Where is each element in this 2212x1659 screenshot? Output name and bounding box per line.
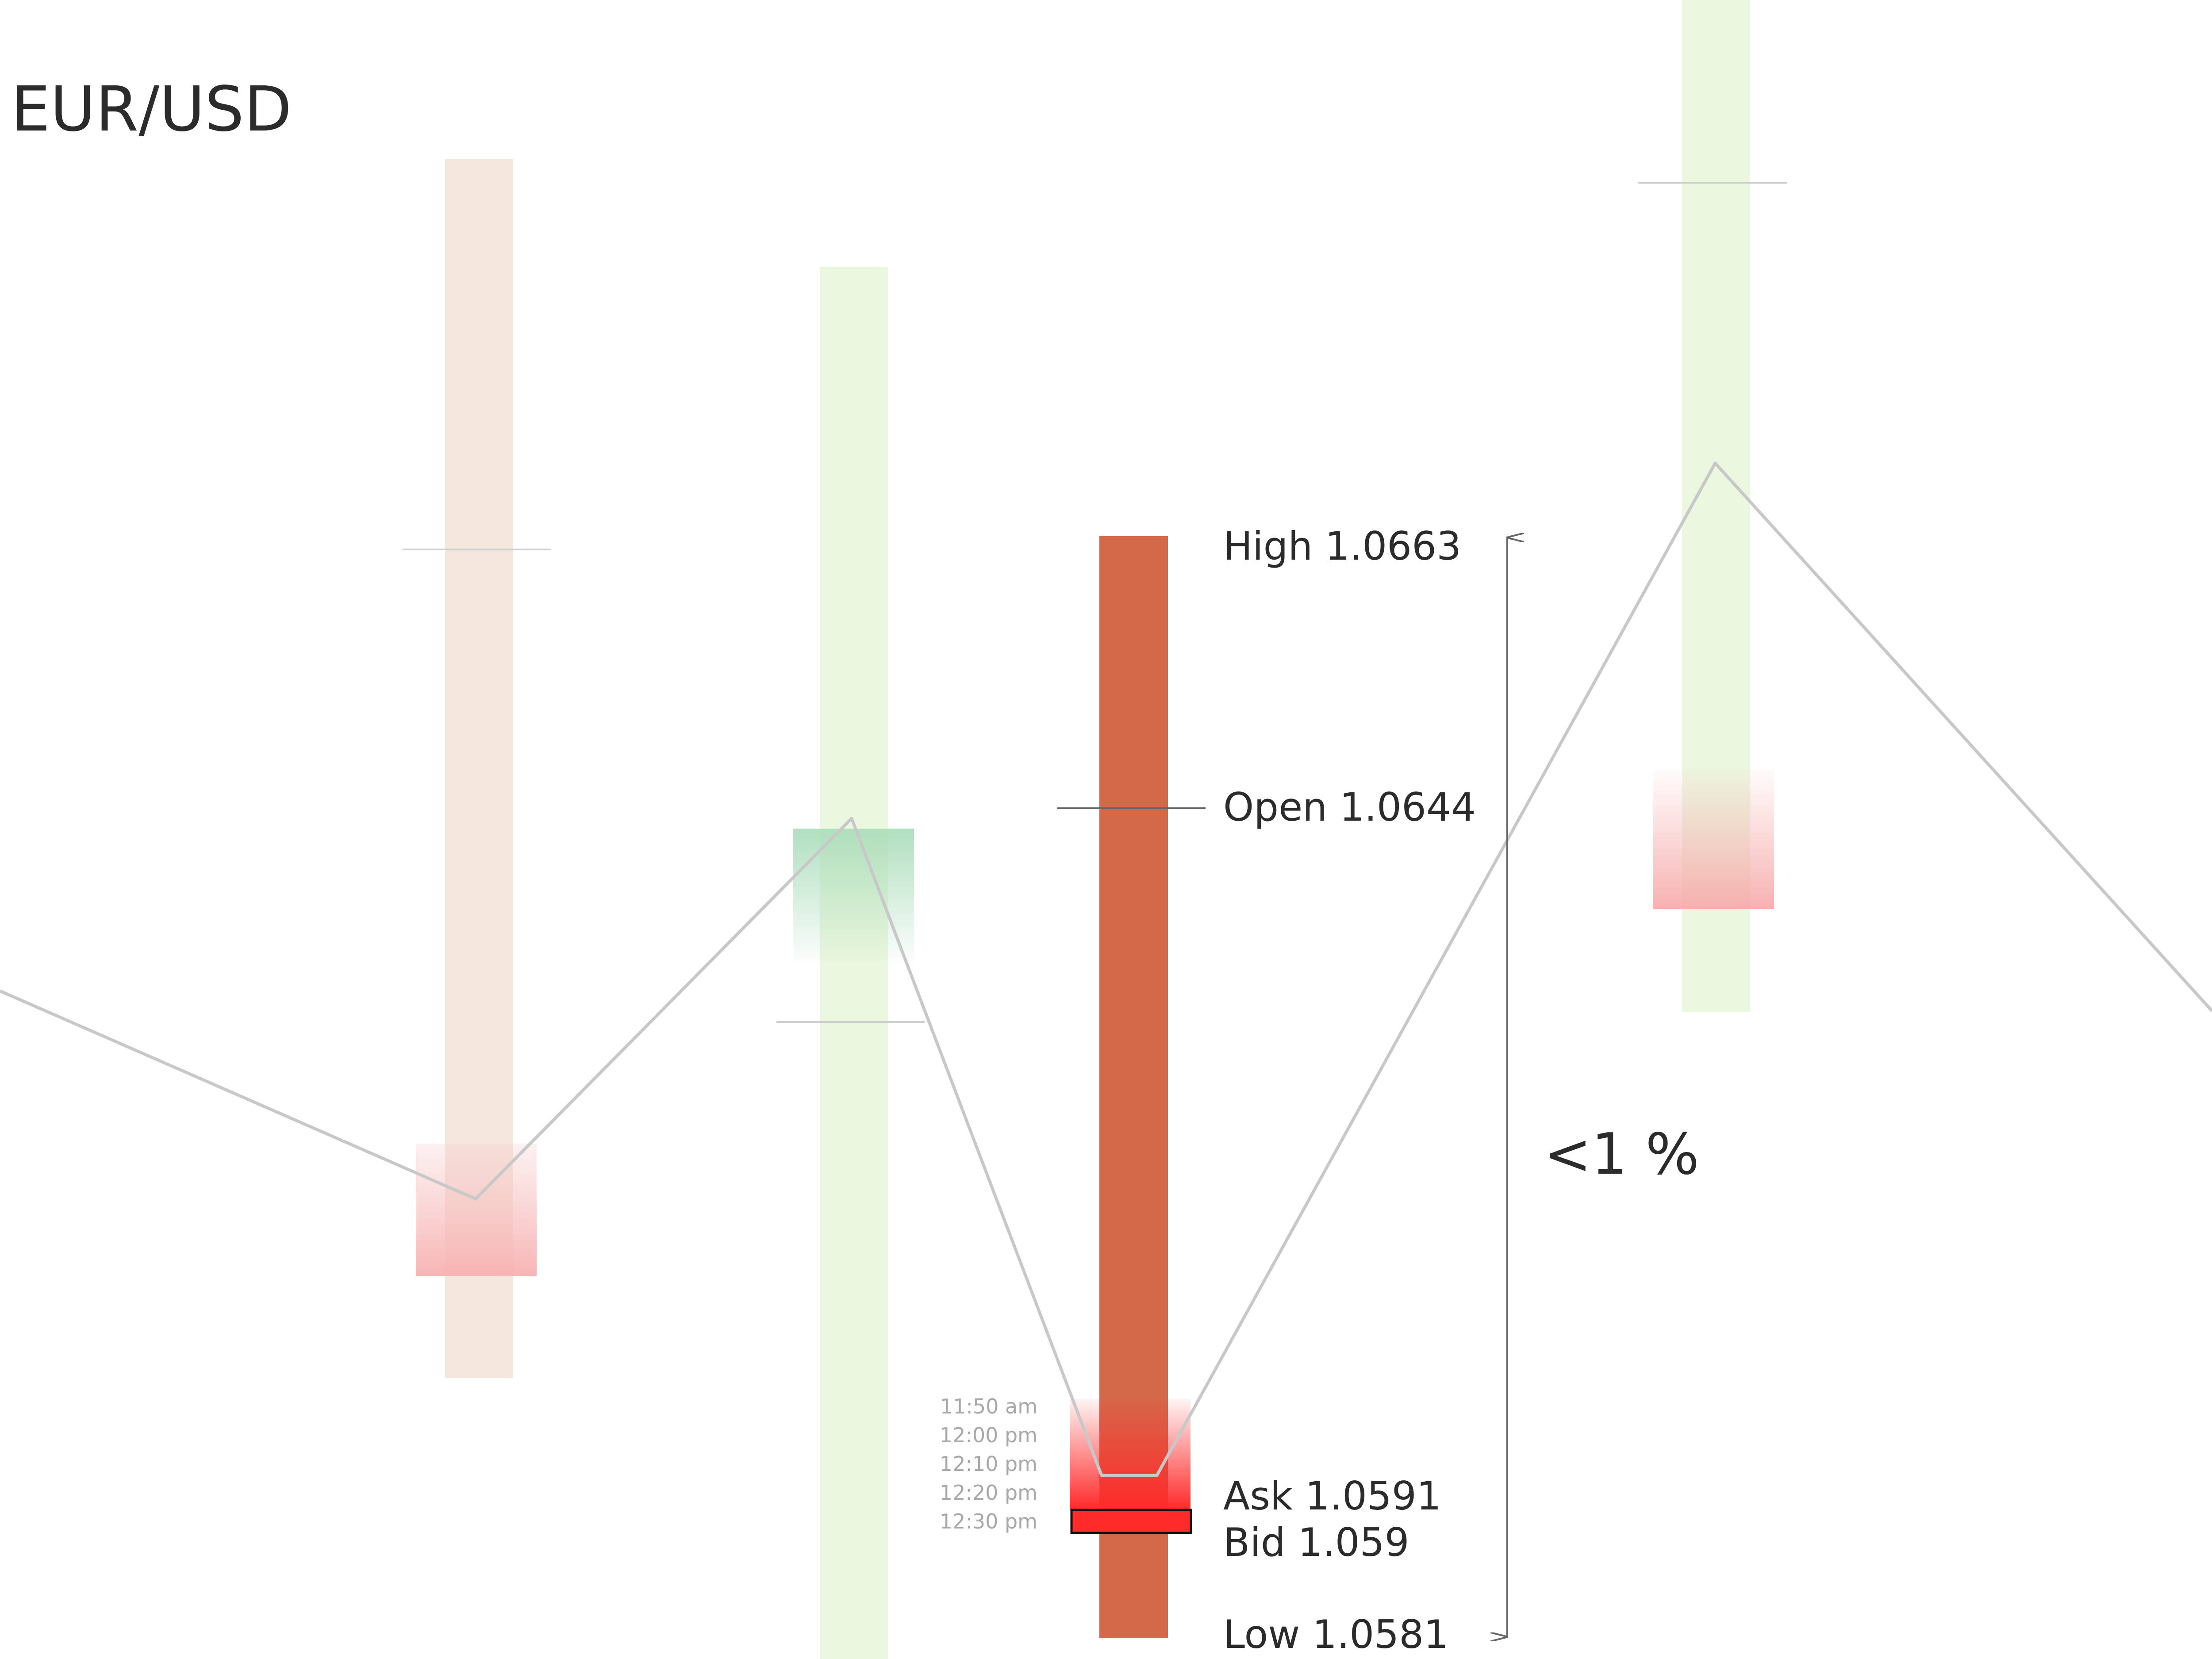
- active-price-highlight: [1070, 1399, 1190, 1509]
- candle-2-highlight: [793, 829, 914, 961]
- low-label: Low 1.0581: [1223, 1612, 1448, 1657]
- time-labels: 11:50 am 12:00 pm 12:10 pm 12:20 pm 12:3…: [940, 1394, 1037, 1533]
- background-candle-1: [403, 159, 551, 1378]
- candle-1-highlight: [416, 1144, 537, 1276]
- background-candle-3: [1638, 0, 1787, 1012]
- time-label: 12:10 pm: [940, 1452, 1037, 1476]
- time-label: 12:20 pm: [940, 1481, 1037, 1505]
- pair-title: EUR/USD: [11, 73, 292, 146]
- candle-3-highlight: [1653, 770, 1774, 909]
- time-label: 12:30 pm: [940, 1509, 1037, 1533]
- range-percent-label: <1 %: [1544, 1121, 1699, 1187]
- candle-2-wick: [820, 267, 888, 1659]
- background-candle-2: [776, 267, 925, 1659]
- time-label: 11:50 am: [940, 1394, 1037, 1418]
- time-label: 12:00 pm: [940, 1423, 1037, 1447]
- open-label: Open 1.0644: [1223, 784, 1476, 830]
- bid-ask-marker: [1070, 1509, 1192, 1534]
- price-trend-line: [0, 461, 2212, 1477]
- bid-label: Bid 1.059: [1223, 1520, 1409, 1565]
- ask-label: Ask 1.0591: [1223, 1473, 1441, 1519]
- high-label: High 1.0663: [1223, 523, 1461, 569]
